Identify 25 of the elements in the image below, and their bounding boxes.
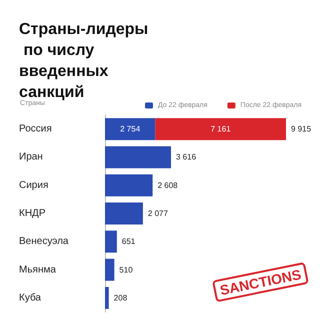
bar — [105, 286, 109, 309]
y-tick-label: КНДР — [19, 208, 46, 219]
total-label: 9 915 — [291, 124, 312, 134]
y-tick-label: Куба — [19, 292, 42, 304]
data-label: 3 616 — [176, 152, 197, 162]
bar — [105, 258, 114, 281]
bar — [105, 118, 156, 140]
chart-title: Страны-лидеры по числу введенных санкций — [19, 21, 148, 101]
y-tick-label: Мьянма — [19, 264, 56, 276]
bar — [105, 174, 153, 196]
y-tick-label: Сирия — [19, 180, 48, 191]
data-label: 510 — [119, 265, 134, 274]
data-label: 208 — [114, 293, 128, 302]
bar — [155, 118, 286, 140]
y-tick-label: Венесуэла — [19, 236, 69, 248]
data-label: 2 077 — [148, 209, 168, 218]
data-label: 2 608 — [158, 180, 178, 190]
y-tick-label: Иран — [19, 152, 43, 163]
data-label: 2 754 — [120, 124, 141, 134]
data-label: 7 161 — [210, 124, 232, 134]
y-tick-label: Россия — [19, 124, 52, 135]
bar — [105, 202, 143, 224]
bar — [105, 146, 172, 168]
data-label: 651 — [122, 237, 136, 246]
bar — [105, 230, 117, 253]
